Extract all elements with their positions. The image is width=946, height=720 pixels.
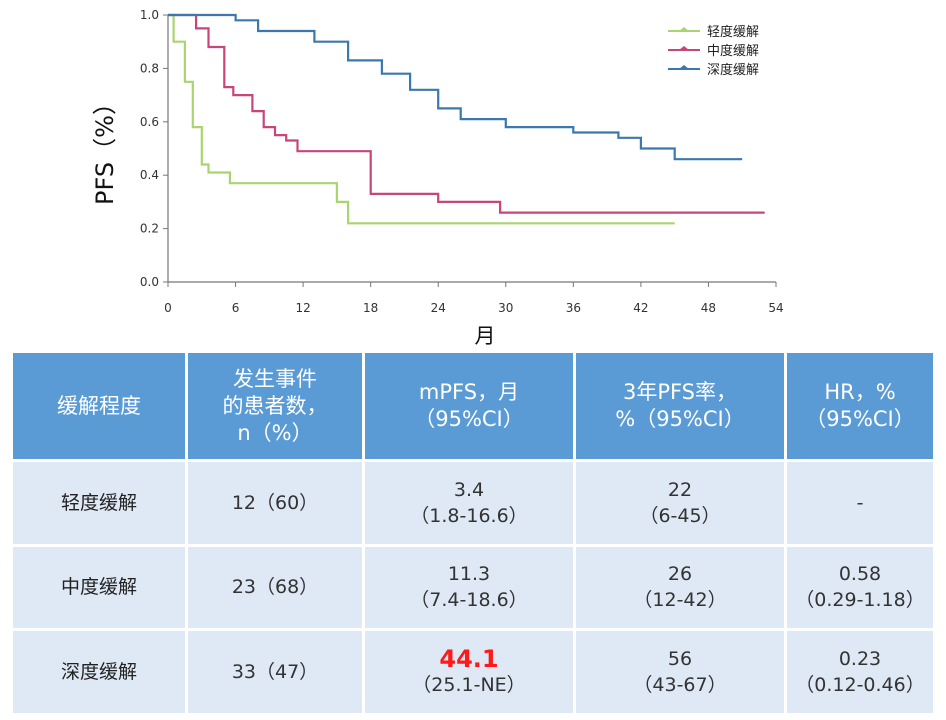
table-row: 深度缓解 33（47） 44.1 （25.1-NE） 56 （43-67） 0.… [13, 631, 933, 713]
x-tick-label: 12 [295, 301, 310, 315]
hr-cell: - [787, 462, 933, 544]
series-line-3 [168, 13, 743, 161]
table-row: 轻度缓解 12（60） 3.4 （1.8-16.6） 22 （6-45） - [13, 462, 933, 544]
x-tick-label: 0 [164, 301, 172, 315]
series-line-2 [168, 13, 765, 214]
legend-marker-2 [679, 46, 689, 50]
header-mpfs: mPFS，月 （95%CI） [365, 353, 573, 459]
legend-label-2: 中度缓解 [707, 43, 759, 59]
pfs3-cell: 26 （12-42） [576, 546, 784, 629]
header-3yr-pfs: 3年PFS率， %（95%CI） [576, 353, 784, 459]
header-response-depth: 缓解程度 [13, 353, 185, 459]
mpfs-cell: 11.3 （7.4-18.6） [365, 546, 573, 629]
hr-cell: 0.58 （0.29-1.18） [787, 546, 933, 629]
legend-marker-3 [679, 65, 689, 69]
pfs-km-chart: 0.0 0.2 0.4 0.6 0.8 1.0 0 6 12 18 24 30 36 42 48 54 轻度缓… [91, 8, 784, 345]
series-line-1 [168, 13, 675, 225]
mpfs-cell: 3.4 （1.8-16.6） [365, 462, 573, 544]
x-tick-label: 30 [498, 301, 513, 315]
pfs3-cell: 22 （6-45） [576, 462, 784, 544]
x-tick-label: 36 [566, 301, 581, 315]
table-header-row: 缓解程度 发生事件 的患者数， n（%） mPFS，月 （95%CI） 3年PF… [13, 353, 933, 459]
row-label: 深度缓解 [13, 631, 185, 713]
y-tick-label: 0.8 [140, 61, 159, 75]
pfs-summary-table: 缓解程度 发生事件 的患者数， n（%） mPFS，月 （95%CI） 3年PF… [10, 350, 936, 716]
x-tick-label: 18 [363, 301, 378, 315]
x-tick-label: 42 [633, 301, 648, 315]
y-axis-label: PFS（%） [91, 91, 119, 205]
header-events: 发生事件 的患者数， n（%） [188, 353, 362, 459]
x-axis-label: 月 [475, 324, 496, 345]
x-tick-label: 6 [232, 301, 240, 315]
y-tick-label: 0.2 [140, 222, 159, 236]
x-tick-label: 24 [431, 301, 446, 315]
hr-cell: 0.23 （0.12-0.46） [787, 631, 933, 713]
events-cell: 12（60） [188, 462, 362, 544]
x-tick-label: 48 [701, 301, 716, 315]
y-tick-label: 1.0 [140, 8, 159, 22]
legend-label-3: 深度缓解 [707, 62, 759, 78]
pfs3-cell: 56 （43-67） [576, 631, 784, 713]
events-cell: 33（47） [188, 631, 362, 713]
table-row: 中度缓解 23（68） 11.3 （7.4-18.6） 26 （12-42） 0… [13, 546, 933, 629]
mpfs-cell: 44.1 （25.1-NE） [365, 631, 573, 713]
row-label: 中度缓解 [13, 546, 185, 629]
chart-series [168, 13, 765, 225]
row-label: 轻度缓解 [13, 462, 185, 544]
y-tick-label: 0.6 [140, 115, 159, 129]
y-tick-label: 0.4 [140, 168, 159, 182]
legend-marker-1 [679, 27, 689, 31]
legend-label-1: 轻度缓解 [707, 24, 759, 40]
mpfs-highlight: 44.1 [439, 645, 499, 674]
chart-axes: 0.0 0.2 0.4 0.6 0.8 1.0 0 6 12 18 24 30 36 42 48 54 [140, 8, 784, 315]
header-hr: HR，% （95%CI） [787, 353, 933, 459]
x-tick-label: 54 [768, 301, 783, 315]
events-cell: 23（68） [188, 546, 362, 629]
y-tick-label: 0.0 [140, 275, 159, 289]
